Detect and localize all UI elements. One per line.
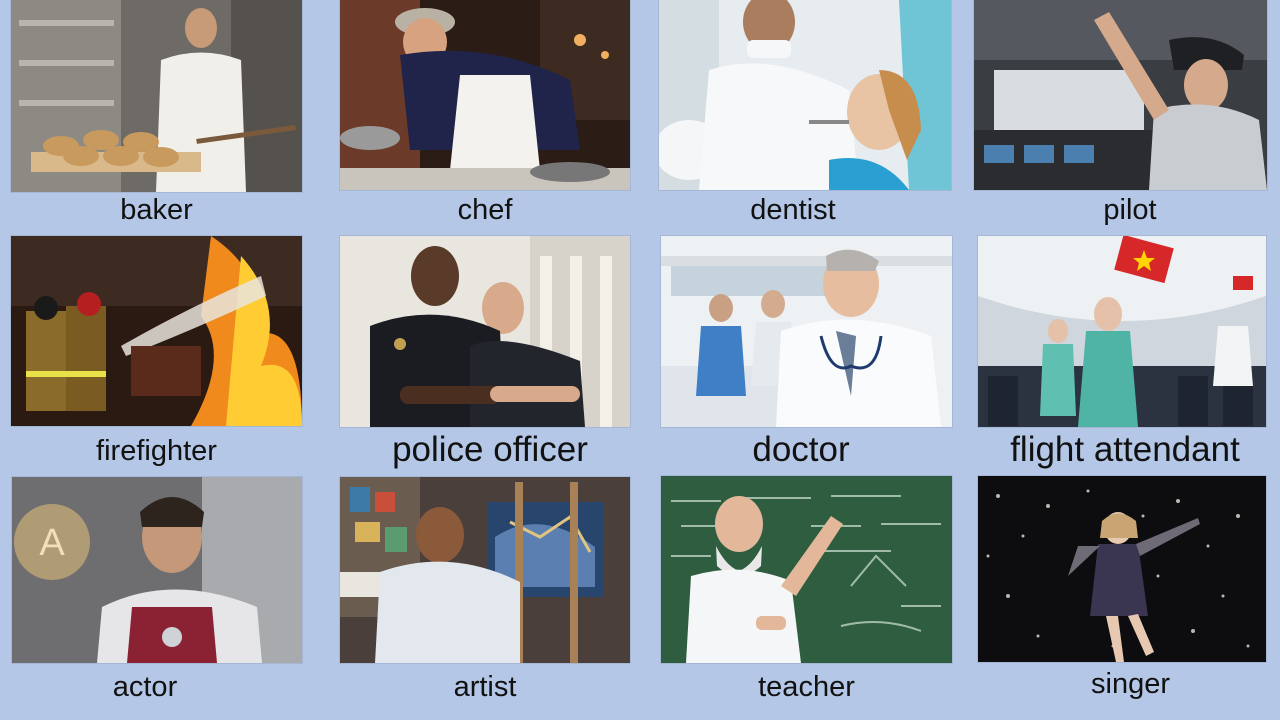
singer-photo <box>978 476 1266 662</box>
doctor-photo <box>661 236 952 427</box>
flight-attendant-photo <box>978 236 1266 427</box>
artist-photo <box>340 477 630 663</box>
actor-label: actor <box>112 671 178 703</box>
doctor-label: doctor <box>752 430 850 469</box>
police-officer-label: police officer <box>392 430 588 469</box>
firefighter-photo <box>11 236 302 426</box>
svg-text:A: A <box>39 522 65 564</box>
flight-attendant-label: flight attendant <box>1010 430 1240 469</box>
police-officer-photo <box>340 236 630 427</box>
pilot-label: pilot <box>1103 194 1157 226</box>
chef-label: chef <box>457 194 513 226</box>
baker-photo <box>11 0 302 192</box>
dentist-label: dentist <box>750 194 836 226</box>
actor-photo: A <box>12 477 302 663</box>
dentist-photo <box>659 0 951 190</box>
teacher-label: teacher <box>758 671 855 703</box>
singer-label: singer <box>1091 668 1170 700</box>
artist-label: artist <box>453 671 517 703</box>
teacher-photo <box>661 476 952 663</box>
chef-photo <box>340 0 630 190</box>
baker-label: baker <box>120 194 193 226</box>
firefighter-label: firefighter <box>96 435 217 467</box>
pilot-photo <box>974 0 1267 190</box>
